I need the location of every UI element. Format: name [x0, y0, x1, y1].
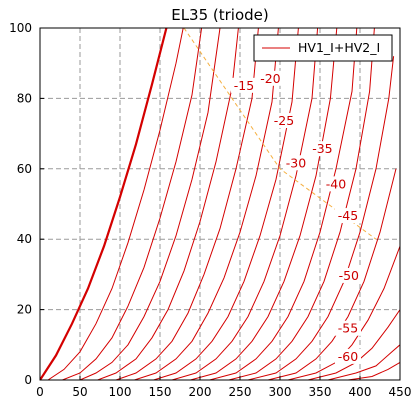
y-tick-label: 60: [17, 162, 32, 176]
curve-label: -15: [234, 78, 254, 93]
curve-9: [190, 28, 338, 380]
curve-label-bg: [335, 208, 361, 224]
curve-15: [307, 309, 400, 380]
legend: HV1_I+HV2_I: [253, 34, 393, 62]
x-ticks: 0 50 100 150 200 250 300 350 400 450: [36, 376, 411, 399]
chart-title: EL35 (triode): [171, 6, 269, 24]
curve-label: -30: [286, 155, 306, 170]
plot-frame: [39, 27, 401, 381]
curve-2: [62, 28, 203, 380]
curve-16: [327, 344, 400, 380]
curve-14: [287, 246, 400, 380]
grid: [40, 28, 400, 380]
x-tick-label: 100: [109, 385, 132, 399]
curve-3: [79, 28, 221, 380]
curve-4: [97, 28, 239, 380]
x-tick-label: 50: [72, 385, 87, 399]
curve-6: [134, 28, 279, 380]
curve-label: -40: [326, 176, 346, 191]
curve-label-bg: [323, 176, 349, 192]
curve-label: -50: [339, 268, 359, 283]
curve-13: [267, 168, 397, 380]
x-tick-label: 450: [389, 385, 412, 399]
curve-label-bg: [335, 320, 361, 336]
curve-label-bg: [231, 77, 257, 93]
curve-label-bg: [271, 113, 297, 129]
curve-label: -60: [338, 349, 358, 364]
y-tick-label: 0: [24, 373, 32, 387]
curve-labels: -15 -20 -25 -30 -35 -40 -45 -50 -55 -60: [231, 70, 362, 364]
curve-label: -55: [338, 321, 358, 336]
curve-label: -35: [312, 141, 332, 156]
curve-10: [209, 28, 358, 380]
x-tick-label: 150: [149, 385, 172, 399]
y-tick-label: 40: [17, 232, 32, 246]
curve-label: -20: [260, 71, 280, 86]
curve-8: [171, 28, 319, 380]
curve-0: [40, 28, 168, 380]
curve-label-bg: [335, 267, 362, 283]
x-tick-label: 350: [309, 385, 332, 399]
load-line-path: [183, 28, 377, 240]
load-line: [183, 28, 377, 240]
x-tick-label: 250: [229, 385, 252, 399]
curve-label: -45: [338, 208, 358, 223]
curve-label: -25: [274, 113, 294, 128]
curve-label-bg: [257, 70, 284, 86]
curve-12: [247, 56, 395, 380]
curve-17: [347, 361, 400, 380]
y-tick-label: 20: [17, 303, 32, 317]
curve-1: [47, 28, 184, 380]
x-tick-label: 200: [189, 385, 212, 399]
curve-label-bg: [309, 141, 336, 157]
legend-label: HV1_I+HV2_I: [298, 40, 380, 55]
curve-7: [153, 28, 299, 380]
curve-11: [228, 28, 375, 380]
curve-5: [115, 28, 259, 380]
x-tick-label: 400: [349, 385, 372, 399]
curve-label-bg: [283, 155, 309, 171]
x-tick-label: 0: [36, 385, 44, 399]
y-tick-label: 100: [9, 21, 32, 35]
y-ticks: 0 20 40 60 80 100: [9, 21, 44, 387]
x-tick-label: 300: [269, 385, 292, 399]
y-tick-label: 80: [17, 91, 32, 105]
axes: [39, 27, 401, 381]
curve-label-bg: [335, 348, 361, 364]
